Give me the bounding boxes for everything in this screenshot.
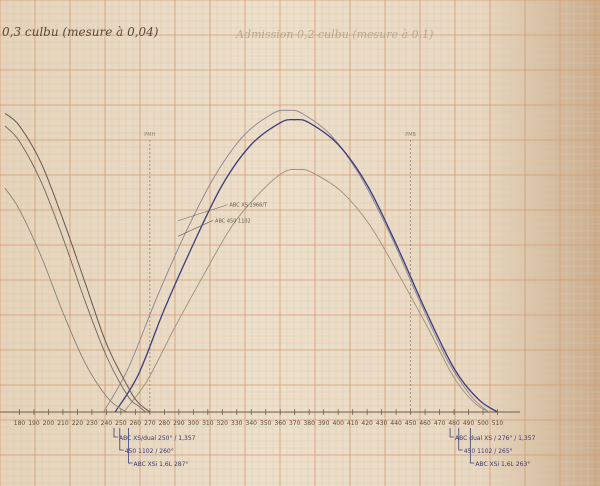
x-tick-label: 450 (405, 420, 417, 427)
series-lines (4, 109, 498, 413)
x-tick-label: 260 (130, 420, 142, 427)
x-ticks: 180 190 200 210 220 230 240 250 260 270 280 290 300 3… (14, 409, 504, 427)
x-tick-label: 290 (173, 420, 185, 427)
callout-label: ABC dual XS / 276° / 1,357 (455, 435, 535, 442)
callouts: ABC XS/dual 250° / 1,357 450 1102 / 260° A… (113, 428, 536, 468)
marker-label: PMH (144, 132, 155, 138)
series-line (114, 118, 498, 413)
x-tick-label: 480 (448, 420, 460, 427)
callout-bracket (458, 428, 463, 451)
x-tick-label: 200 (43, 420, 55, 427)
x-tick-label: 430 (376, 420, 388, 427)
x-tick-label: 350 (260, 420, 272, 427)
x-tick-label: 220 (72, 420, 84, 427)
series-line (123, 168, 490, 413)
x-tick-label: 230 (86, 420, 98, 427)
annotation-label: ABC XS 1966/T (230, 203, 268, 209)
callout-bracket (469, 428, 475, 464)
callout-bracket (449, 428, 455, 438)
x-tick-label: 280 (159, 420, 171, 427)
callout-label: ABC XSi 1,6L 263° (475, 461, 530, 468)
x-tick-label: 390 (318, 420, 330, 427)
callout-label: 450 1102 / 265° (464, 448, 513, 455)
annotation-label: ABC 450 1102 (215, 218, 251, 224)
x-tick-label: 440 (390, 420, 402, 427)
x-tick-label: 510 (492, 420, 504, 427)
x-tick-label: 500 (477, 420, 489, 427)
series-line (4, 113, 151, 413)
x-tick-label: 320 (217, 420, 229, 427)
callout-label: ABC XS/dual 250° / 1,357 (119, 435, 196, 442)
x-tick-label: 460 (419, 420, 431, 427)
x-tick-label: 300 (188, 420, 200, 427)
x-tick-label: 420 (361, 420, 373, 427)
x-tick-label: 370 (289, 420, 301, 427)
callout-label: ABC XSi 1,6L 287° (133, 461, 188, 468)
x-tick-label: 330 (231, 420, 243, 427)
annotations: ABC XS 1966/T ABC 450 1102 (177, 203, 268, 237)
series-line (103, 109, 490, 413)
x-tick-label: 240 (101, 420, 113, 427)
x-tick-label: 400 (332, 420, 344, 427)
x-tick-label: 270 (144, 420, 156, 427)
x-tick-label: 190 (28, 420, 40, 427)
series-line (4, 187, 129, 413)
x-tick-label: 180 (14, 420, 26, 427)
x-tick-label: 340 (246, 420, 258, 427)
annotation-leader (177, 220, 214, 237)
x-tick-label: 490 (463, 420, 475, 427)
title-right: Admission 0,2 culbu (mesure à 0,1) (235, 28, 433, 41)
title-left: 0,3 culbu (mesure à 0,04) (2, 25, 159, 39)
x-tick-label: 360 (275, 420, 287, 427)
marker-label: PMB (405, 132, 416, 138)
x-tick-label: 380 (303, 420, 315, 427)
x-tick-label: 410 (347, 420, 359, 427)
x-tick-label: 310 (202, 420, 214, 427)
callout-bracket (113, 428, 118, 438)
x-tick-label: 470 (434, 420, 446, 427)
series-line (4, 125, 146, 413)
callout-label: 450 1102 / 260° (125, 448, 174, 455)
x-tick-label: 210 (57, 420, 69, 427)
x-tick-label: 250 (115, 420, 127, 427)
callout-bracket (119, 428, 124, 451)
callout-bracket (128, 428, 133, 464)
annotation-leader (177, 204, 228, 222)
